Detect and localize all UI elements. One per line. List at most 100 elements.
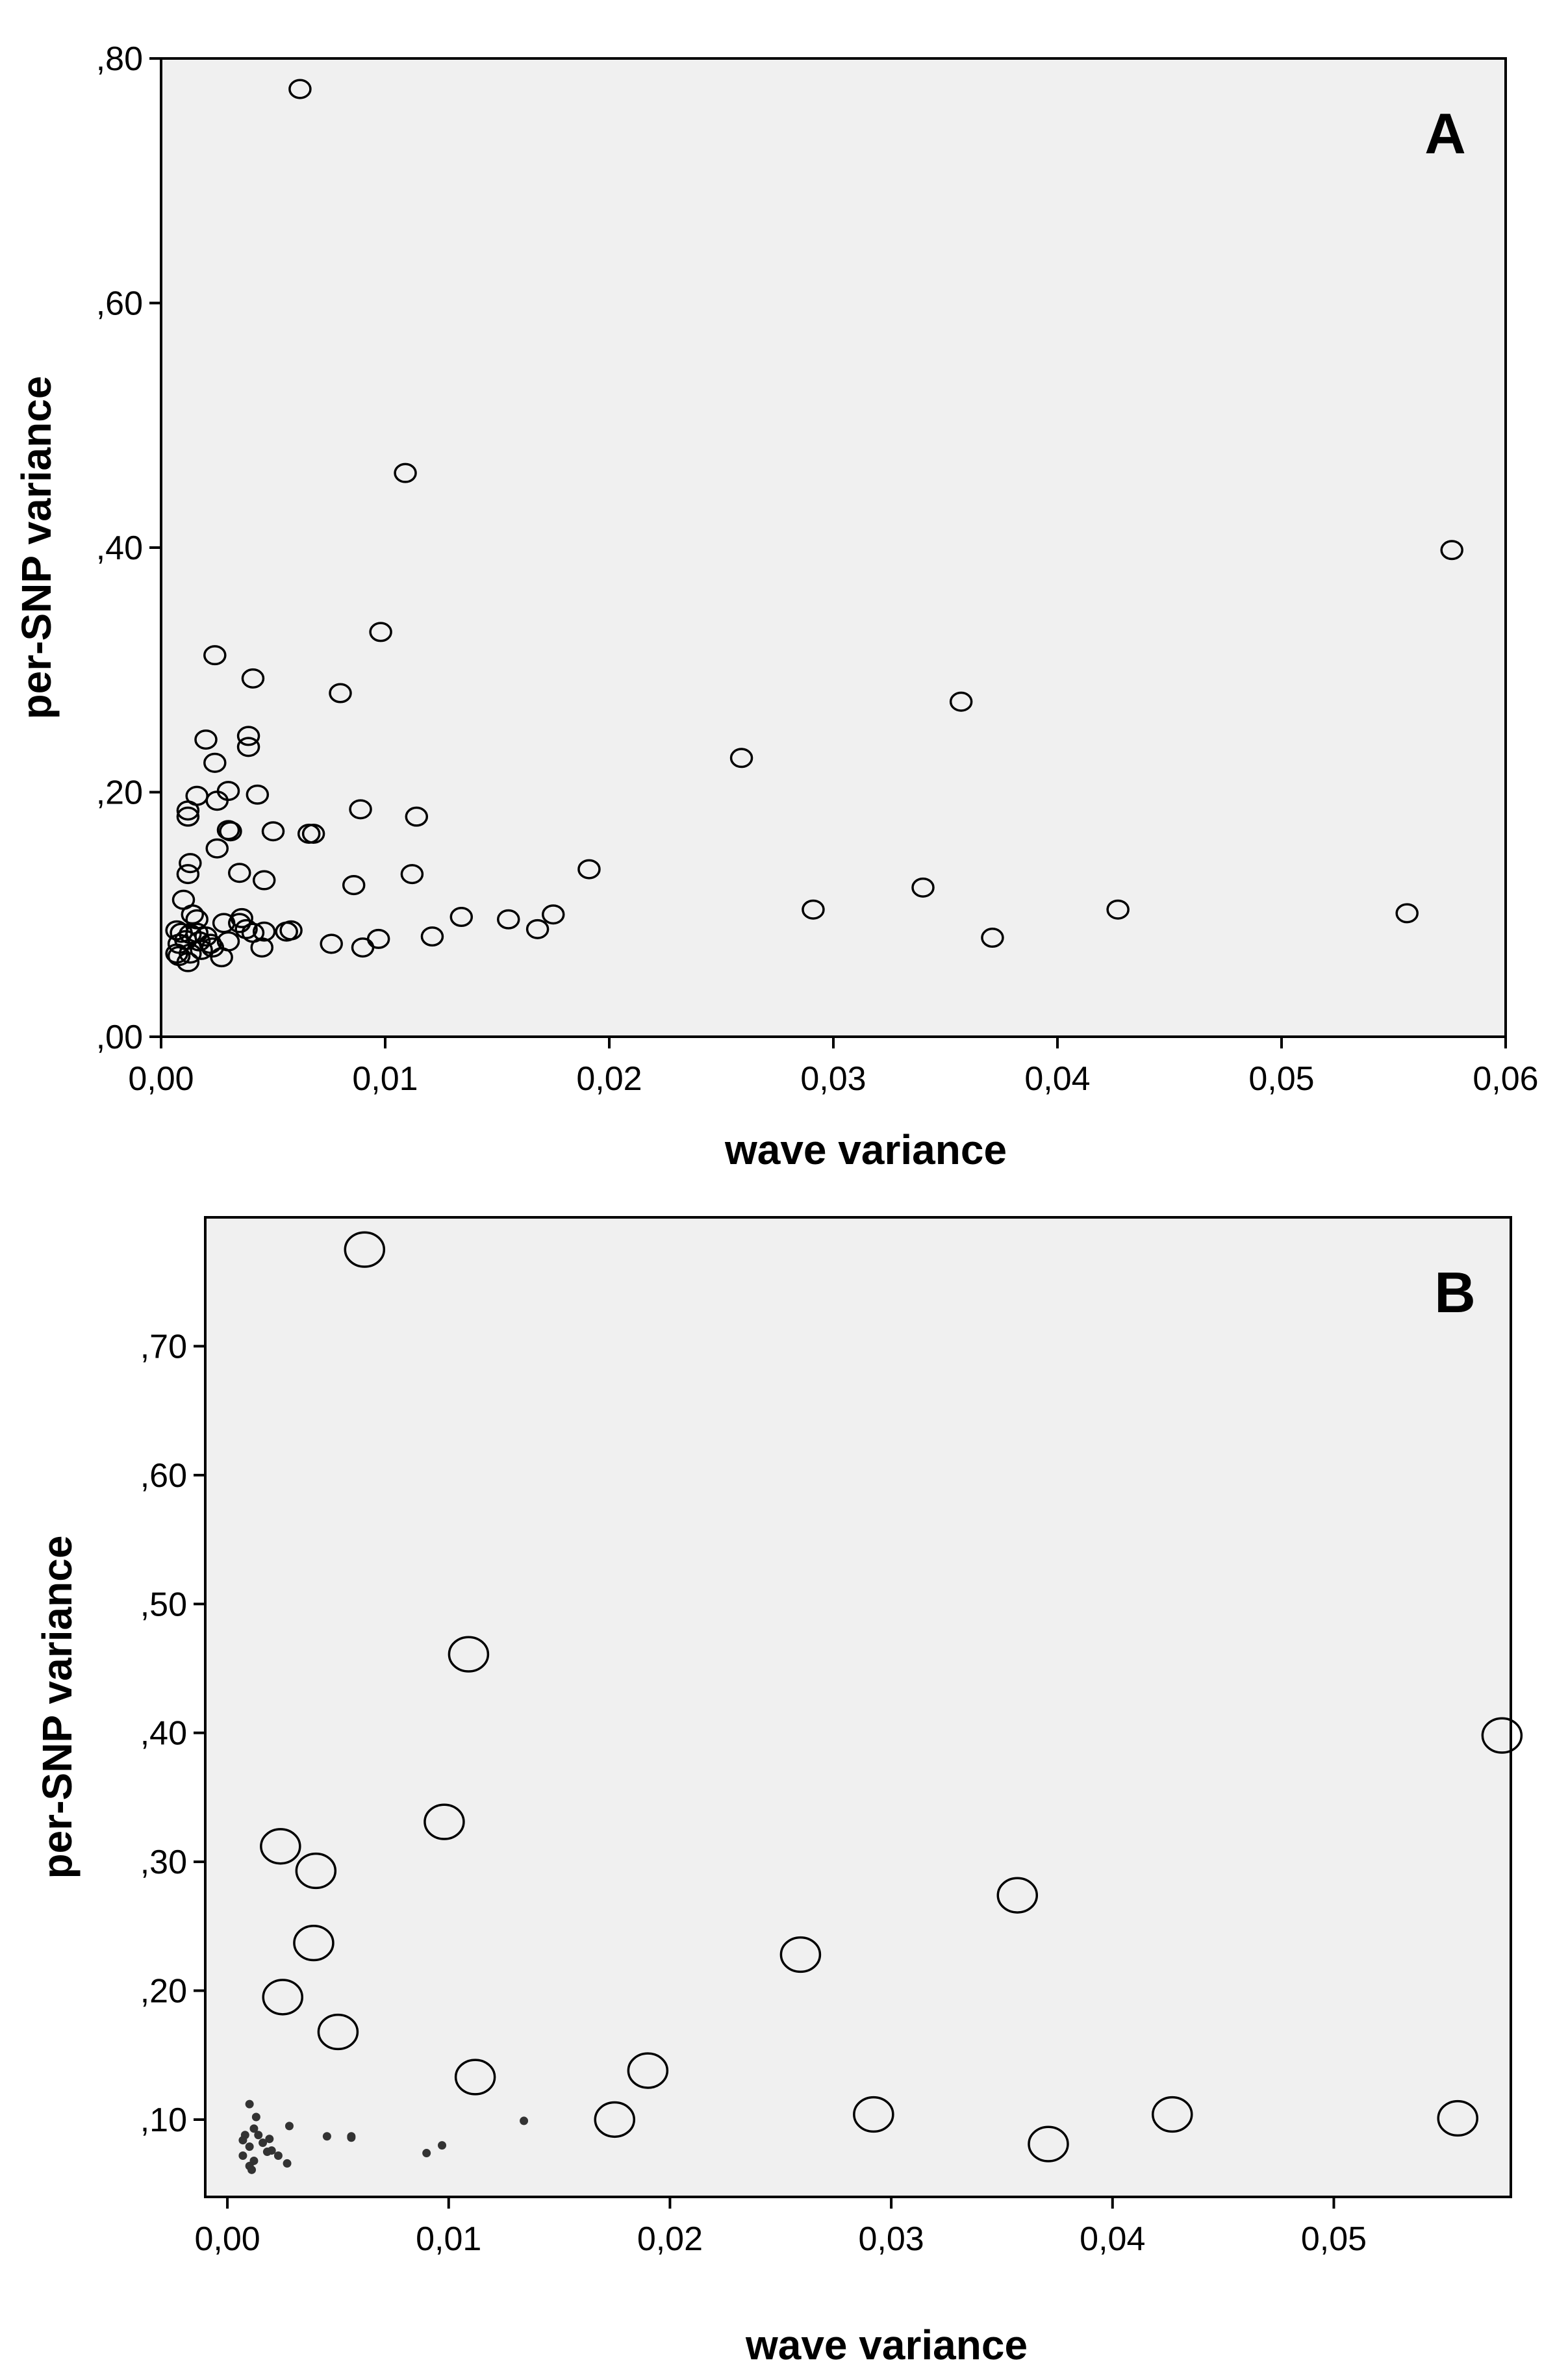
- data-point-large: [1152, 2096, 1193, 2133]
- data-point: [252, 870, 276, 891]
- data-point: [194, 729, 218, 750]
- data-point-small: [422, 2149, 431, 2158]
- data-point: [329, 683, 352, 704]
- data-point-small: [238, 2151, 247, 2161]
- y-tick-label: ,30: [140, 1844, 187, 1881]
- data-point: [179, 943, 202, 964]
- data-point: [246, 784, 270, 805]
- data-point: [176, 806, 200, 827]
- data-point-small: [238, 2136, 247, 2145]
- data-point-small: [265, 2135, 274, 2144]
- y-tick-label: ,20: [96, 774, 143, 812]
- plot-area: [160, 57, 1507, 1038]
- data-point: [525, 919, 550, 939]
- data-point-large: [295, 1852, 337, 1890]
- panel-b: ,10 ,20 ,30 ,40 ,50 ,60 ,70 0,00 0,01 0,02 0,03 0,0…: [34, 1216, 1523, 2368]
- data-point: [261, 821, 285, 842]
- y-axis-title: per-SNP variance: [34, 1536, 81, 1879]
- data-point-small: [285, 2122, 294, 2131]
- y-tick-label: ,40: [140, 1715, 187, 1753]
- data-point: [301, 823, 325, 844]
- data-point: [981, 928, 1004, 948]
- data-point: [420, 926, 444, 947]
- panel-a: ,00 ,20 ,40 ,60 ,80 0,00 0,01 0,02 0,03 0,04 0,05 0…: [13, 40, 1539, 1173]
- x-tick-label: 0,06: [1473, 1060, 1538, 1098]
- data-point: [802, 899, 825, 920]
- data-point: [577, 859, 601, 880]
- x-tick-label: 0,01: [416, 2220, 481, 2258]
- x-tick-label: 0,00: [194, 2220, 260, 2258]
- data-point: [236, 726, 260, 746]
- data-point: [1395, 903, 1419, 924]
- data-point: [176, 800, 200, 821]
- y-tick-label: ,00: [96, 1019, 143, 1056]
- x-tick-label: 0,02: [637, 2220, 703, 2258]
- data-point: [252, 921, 276, 942]
- data-point: [400, 864, 424, 885]
- x-tick-label: 0,05: [1248, 1060, 1314, 1098]
- y-axis-title: per-SNP variance: [13, 376, 60, 720]
- data-point: [351, 937, 375, 958]
- data-point-small: [254, 2131, 263, 2140]
- data-point-large: [260, 1828, 301, 1865]
- x-tick-label: 0,04: [1080, 2220, 1145, 2258]
- data-point: [1106, 899, 1130, 920]
- data-point-small: [259, 2138, 268, 2148]
- x-tick-label: 0,00: [128, 1060, 194, 1098]
- data-point: [176, 864, 200, 885]
- data-point: [911, 877, 935, 898]
- data-point: [228, 863, 251, 883]
- data-point-small: [520, 2116, 529, 2125]
- data-point: [949, 691, 973, 712]
- data-point: [241, 668, 265, 689]
- data-point-large: [594, 2101, 636, 2138]
- x-tick-label: 0,02: [576, 1060, 642, 1098]
- data-point-small: [283, 2159, 292, 2168]
- data-point: [216, 931, 240, 952]
- x-axis-title: wave variance: [724, 1126, 1007, 1173]
- y-tick-label: ,10: [140, 2101, 187, 2139]
- data-point: [205, 838, 229, 859]
- data-point-large: [1481, 1717, 1523, 1754]
- data-point: [234, 919, 258, 939]
- data-point: [230, 907, 253, 928]
- data-point-large: [779, 1936, 822, 1973]
- data-point-large: [317, 2013, 359, 2051]
- y-tick-label: ,40: [96, 529, 143, 567]
- data-point-large: [853, 2096, 894, 2133]
- data-point-large: [293, 1924, 335, 1962]
- x-tick-label: 0,05: [1301, 2220, 1367, 2258]
- data-point: [405, 806, 429, 827]
- x-tick-label: 0,03: [858, 2220, 924, 2258]
- data-point: [236, 737, 260, 757]
- data-point-small: [251, 2112, 260, 2122]
- x-tick-label: 0,01: [352, 1060, 418, 1098]
- data-point-large: [424, 1803, 465, 1840]
- data-point: [250, 937, 273, 958]
- data-point-large: [454, 2059, 496, 2096]
- y-tick-label: ,20: [140, 1973, 187, 2010]
- data-point: [205, 791, 229, 811]
- data-point: [542, 904, 565, 925]
- panel-label: B: [1434, 1260, 1476, 1325]
- data-point-small: [245, 2142, 254, 2151]
- data-point: [179, 853, 202, 874]
- data-point-small: [273, 2151, 283, 2161]
- data-point: [203, 752, 227, 773]
- data-point: [181, 904, 205, 925]
- data-point: [279, 920, 303, 941]
- y-tick-label: ,70: [140, 1328, 187, 1365]
- data-point-large: [262, 1979, 303, 2016]
- y-tick-label: ,50: [140, 1586, 187, 1623]
- y-tick-label: ,80: [96, 40, 143, 78]
- data-point-large: [1028, 2125, 1069, 2162]
- data-point: [449, 907, 474, 928]
- data-point: [219, 821, 242, 842]
- data-point-small: [322, 2132, 331, 2141]
- data-point: [394, 463, 417, 483]
- data-point: [1440, 540, 1463, 561]
- data-point-large: [448, 1636, 490, 1673]
- data-point: [729, 748, 753, 768]
- x-tick-label: 0,04: [1024, 1060, 1090, 1098]
